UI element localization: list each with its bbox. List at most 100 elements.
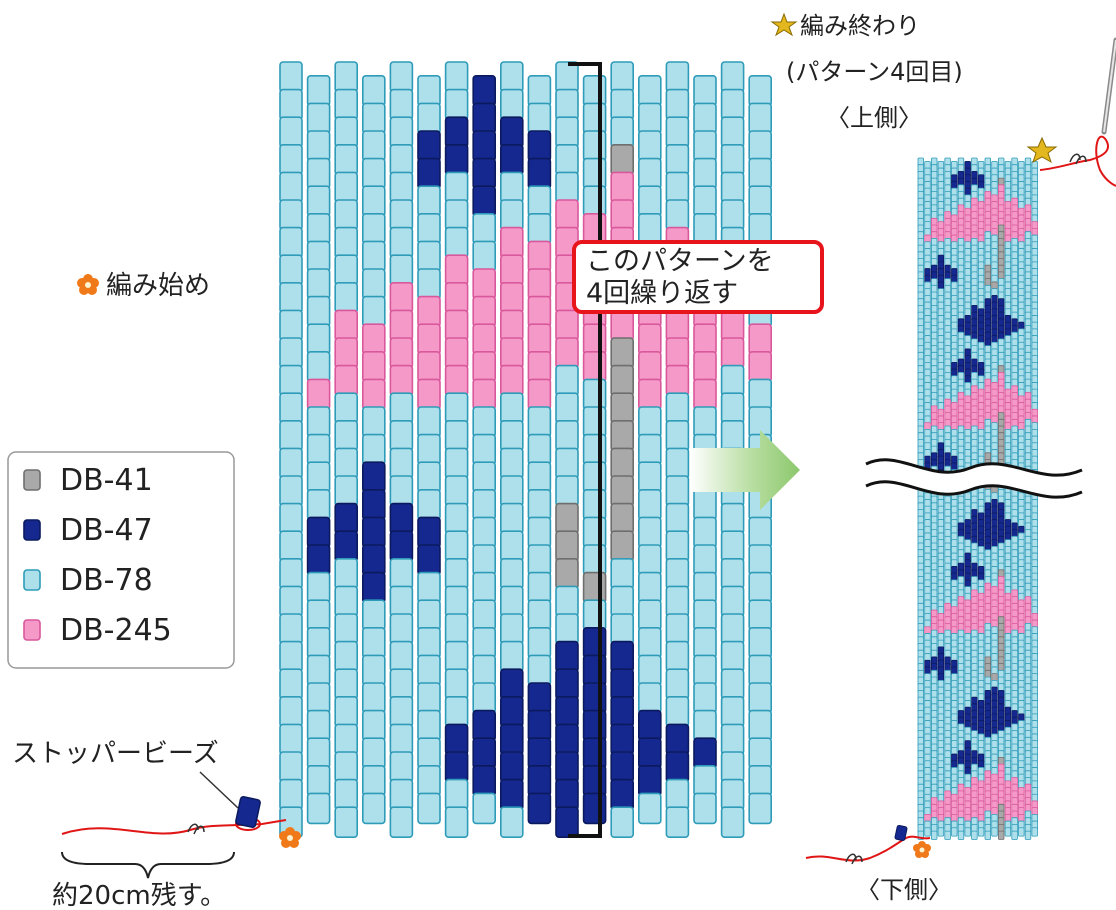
arrow-icon (690, 430, 800, 510)
bead (748, 599, 773, 632)
bead (582, 433, 607, 466)
bead (720, 751, 745, 783)
bead (472, 461, 497, 494)
stopper-bead (235, 796, 261, 828)
bead (582, 544, 607, 576)
bead (417, 378, 441, 411)
strip-bead (937, 827, 945, 837)
legend-swatch (23, 469, 41, 491)
bead (444, 337, 469, 369)
bead (417, 682, 441, 714)
main-bead-pattern (279, 61, 773, 839)
bead (417, 737, 441, 770)
bead (720, 364, 745, 397)
bead (527, 461, 552, 494)
bead (306, 544, 331, 576)
bead (637, 406, 662, 438)
bead (720, 144, 745, 176)
bead (693, 323, 717, 356)
bead (279, 668, 303, 701)
bead (444, 199, 469, 231)
bead (748, 792, 773, 825)
bead (720, 557, 745, 590)
bead (555, 309, 579, 342)
bead (279, 337, 303, 369)
bead (279, 226, 303, 259)
bead (444, 640, 469, 673)
bead (720, 88, 745, 121)
bead (306, 599, 331, 632)
bead (472, 157, 497, 190)
bead (306, 626, 331, 659)
bead (610, 171, 635, 204)
bead (582, 213, 607, 245)
start-flower-icon (279, 827, 301, 848)
bead (389, 199, 414, 231)
bead (693, 571, 717, 604)
bead (417, 599, 441, 632)
bead (334, 723, 359, 756)
bead (444, 254, 469, 286)
bead (610, 640, 635, 673)
bead (389, 613, 414, 645)
bead (334, 171, 359, 204)
thread-break-icon-bottom (845, 853, 863, 865)
bead (361, 350, 386, 383)
bead (527, 626, 552, 659)
bead (693, 75, 717, 107)
bead (693, 654, 717, 687)
bead (555, 530, 579, 563)
bead (334, 254, 359, 286)
bead (472, 599, 497, 632)
bead (417, 295, 441, 328)
bead (499, 61, 524, 93)
strip-bead (951, 827, 958, 837)
bead (444, 116, 469, 148)
flower-icon (77, 274, 99, 295)
bead (499, 254, 524, 286)
bead (665, 447, 690, 480)
bead (527, 516, 552, 549)
bead (306, 157, 331, 190)
bead (389, 254, 414, 286)
bead (279, 557, 303, 590)
bead (334, 668, 359, 701)
bead (610, 116, 635, 148)
bead (720, 585, 745, 618)
bead (665, 309, 690, 342)
bead (527, 764, 552, 797)
bead (665, 475, 690, 507)
bead (582, 682, 607, 714)
bead (389, 364, 414, 397)
bead (361, 488, 386, 521)
bead (389, 419, 414, 452)
bead (499, 226, 524, 259)
bead (748, 682, 773, 714)
bead (417, 433, 441, 466)
bead (610, 88, 635, 121)
bead (361, 130, 386, 162)
bead (720, 640, 745, 673)
bead (444, 585, 469, 618)
bead (472, 737, 497, 770)
bead (444, 530, 469, 563)
stopper-leader-line (199, 771, 239, 809)
bead (610, 613, 635, 645)
bead (417, 102, 441, 135)
strip-start-flower-icon (913, 841, 931, 858)
needle-highlight (1103, 39, 1116, 133)
bead (527, 792, 552, 825)
bead (279, 419, 303, 452)
bead (555, 88, 579, 121)
bead (527, 102, 552, 135)
strip-break-line-bottom (865, 480, 1083, 499)
bead (555, 337, 579, 369)
bead (389, 475, 414, 507)
bead (637, 682, 662, 714)
bead (693, 626, 717, 659)
top-side-label: 〈上側〉 (826, 104, 922, 132)
repeat-bracket (568, 62, 602, 838)
bead (472, 488, 497, 521)
bead (499, 199, 524, 231)
bead (472, 654, 497, 687)
